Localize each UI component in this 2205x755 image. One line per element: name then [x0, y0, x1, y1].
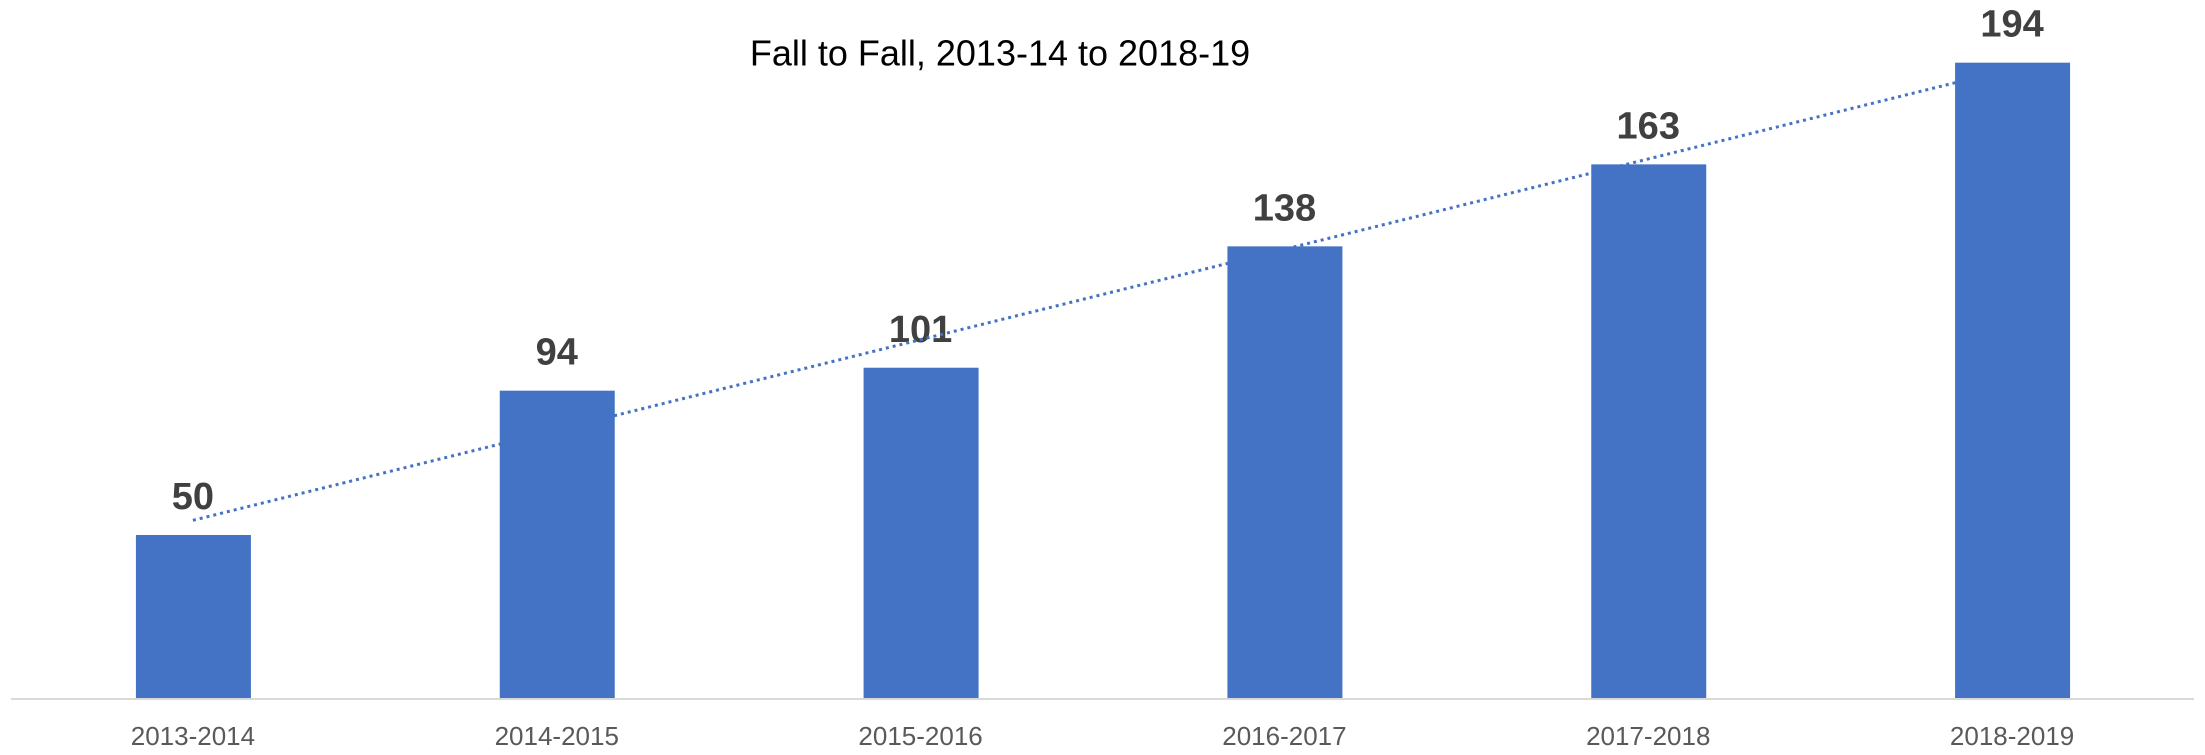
bar: [863, 367, 979, 699]
bar: [135, 535, 251, 699]
bar: [499, 390, 615, 699]
data-label: 138: [1253, 187, 1316, 229]
data-label: 194: [1980, 4, 2043, 46]
data-label: 163: [1617, 105, 1680, 147]
data-label: 50: [172, 476, 214, 518]
bar: [1591, 164, 1707, 700]
chart-title: Fall to Fall, 2013-14 to 2018-19: [750, 33, 1250, 74]
bar: [1955, 62, 2071, 700]
x-tick-label: 2013-2014: [131, 721, 255, 751]
x-tick-label: 2015-2016: [858, 721, 982, 751]
data-label: 94: [536, 332, 578, 374]
x-tick-label: 2014-2015: [495, 721, 619, 751]
data-label: 101: [889, 309, 952, 351]
trendline: [192, 67, 2013, 522]
x-tick-label: 2018-2019: [1950, 721, 2074, 751]
bar: [1227, 246, 1343, 700]
x-tick-label: 2016-2017: [1222, 721, 1346, 751]
x-tick-label: 2017-2018: [1586, 721, 1710, 751]
